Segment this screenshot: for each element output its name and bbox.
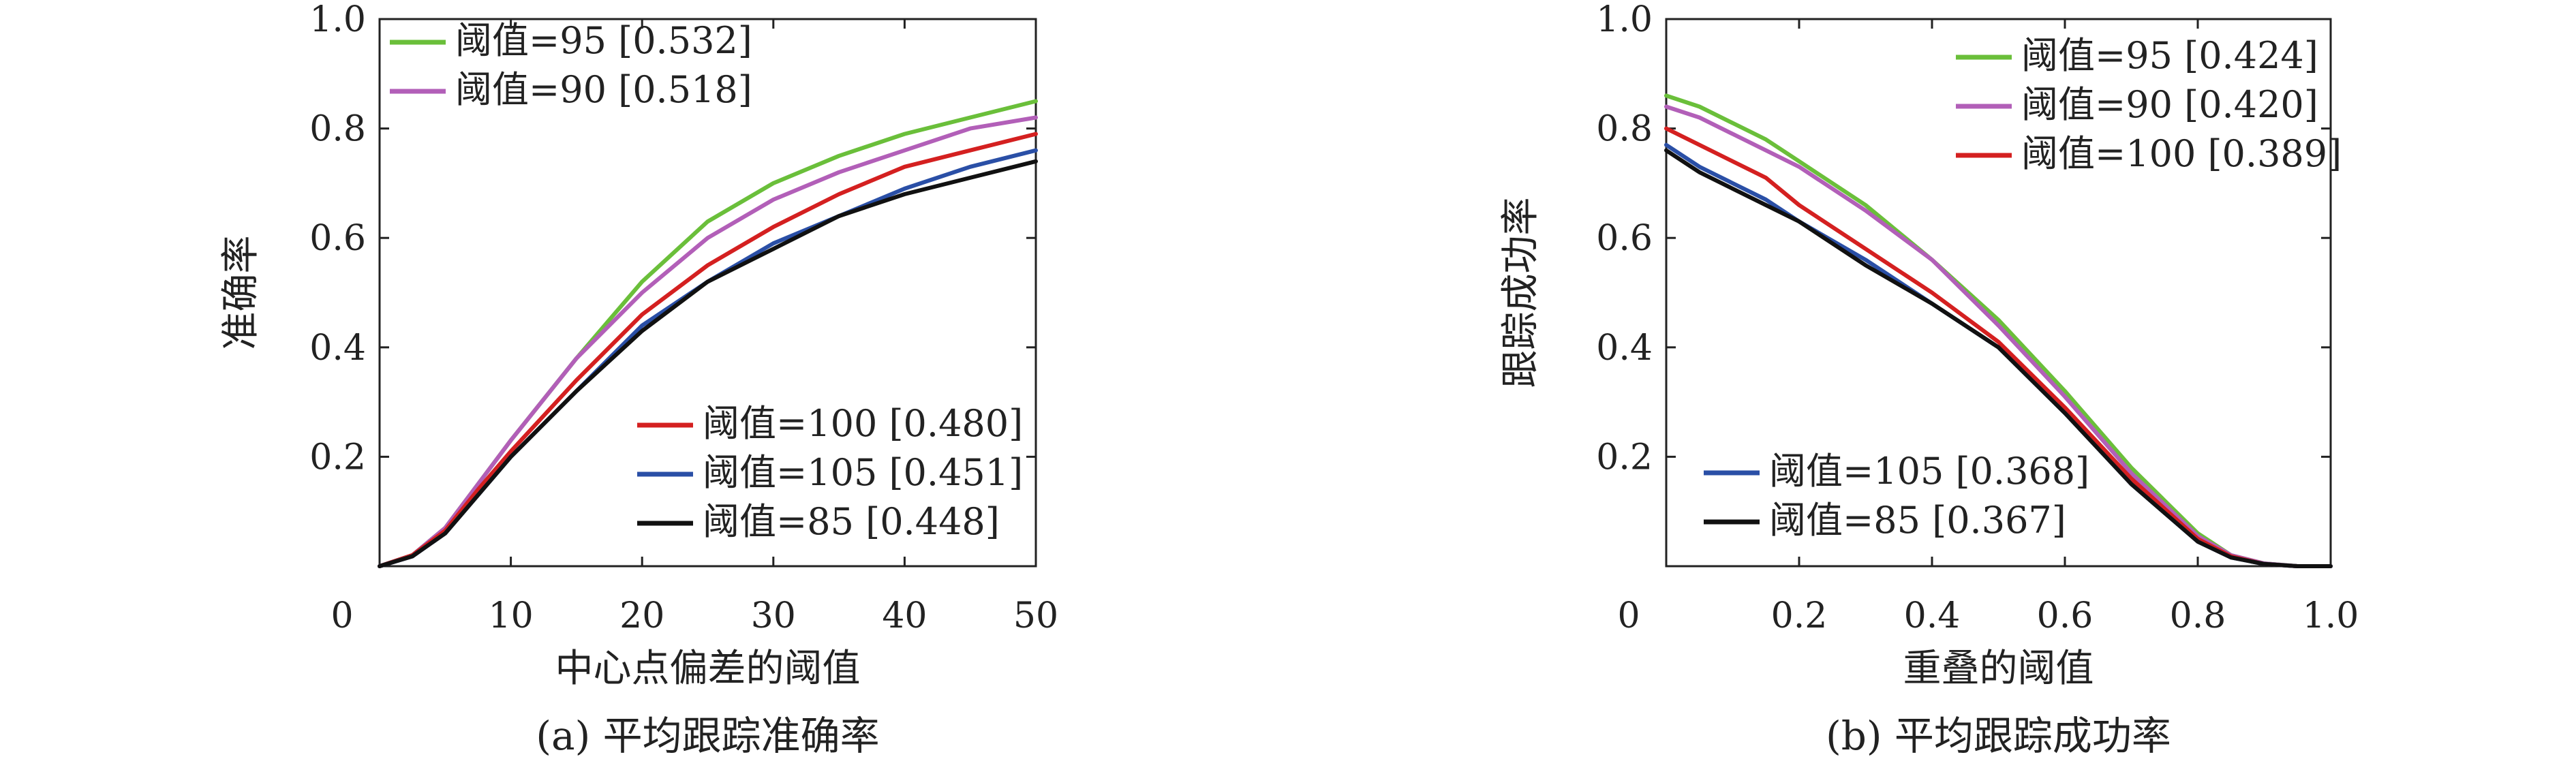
y-tick-label: 0.6 (1596, 218, 1653, 259)
y-tick-label: 0.4 (1596, 328, 1653, 369)
x-tick-label: 0.2 (1771, 595, 1828, 636)
legend-label: 阈值=85 [0.367] (1769, 499, 2066, 542)
y-tick-label: 0.2 (309, 437, 366, 478)
x-tick-label: 0.4 (1904, 595, 1961, 636)
x-tick-label: 0.6 (2037, 595, 2094, 636)
legend-top-left: 阈值=95 [0.532] 阈值=90 [0.518] (390, 19, 752, 111)
legend-label: 阈值=100 [0.480] (703, 402, 1023, 445)
y-tick-label: 1.0 (1596, 0, 1653, 40)
x-tick-label: 1.0 (2303, 595, 2359, 636)
legend-label: 阈值=85 [0.448] (703, 500, 1000, 543)
chart-caption: (a) 平均跟踪准确率 (536, 713, 879, 759)
legend-label: 阈值=95 [0.532] (455, 19, 752, 62)
x-tick-label: 0 (331, 595, 353, 636)
y-tick-label: 0.2 (1596, 437, 1653, 478)
legend-label: 阈值=90 [0.518] (455, 68, 752, 111)
series-line-4 (1664, 148, 2333, 568)
x-tick-label: 0 (1617, 595, 1640, 636)
x-axis-label: 中心点偏差的阈值 (555, 647, 861, 691)
y-tick-label: 0.4 (309, 328, 366, 369)
legend-label: 阈值=105 [0.368] (1769, 450, 2089, 493)
legend-label: 阈值=100 [0.389] (2021, 132, 2342, 175)
legend-bottom-left: 阈值=105 [0.368] 阈值=85 [0.367] (1704, 450, 2089, 542)
x-tick-label: 40 (882, 595, 927, 636)
legend-label: 阈值=90 [0.420] (2021, 83, 2318, 126)
series-line-4 (378, 159, 1038, 568)
plot-frame (1665, 18, 2332, 568)
plot-frame (378, 18, 1037, 568)
x-tick-label: 10 (489, 595, 534, 636)
chart-panel-0: 0 10 20 30 40 50 0.2 0.4 0.6 0.8 1.0 中心点偏差的阈值 准确率 (a)… (219, 0, 1058, 759)
legend-top-right: 阈值=95 [0.424] 阈值=90 [0.420] 阈值=100 [0.389] (1956, 34, 2342, 175)
chart-caption: (b) 平均跟踪成功率 (1826, 713, 2171, 759)
y-tick-label: 1.0 (309, 0, 366, 40)
y-tick-label: 0.8 (309, 109, 366, 150)
y-tick-label: 0.6 (309, 218, 366, 259)
legend-label: 阈值=105 [0.451] (703, 451, 1023, 494)
x-axis-label: 重叠的阈值 (1903, 647, 2094, 691)
y-axis-label: 准确率 (219, 236, 263, 350)
y-tick-label: 0.8 (1596, 109, 1653, 150)
x-tick-label: 0.8 (2170, 595, 2226, 636)
legend-bottom-right: 阈值=100 [0.480] 阈值=105 [0.451] 阈值=85 [0.448… (637, 402, 1023, 543)
y-axis-label: 跟踪成功率 (1499, 198, 1543, 388)
x-tick-label: 20 (619, 595, 664, 636)
legend-label: 阈值=95 [0.424] (2021, 34, 2318, 77)
chart-panel-1: 0 0.2 0.4 0.6 0.8 1.0 0.2 0.4 0.6 0.8 1.0 重叠的阈值 跟踪成功… (1499, 0, 2359, 759)
x-tick-label: 50 (1013, 595, 1058, 636)
x-tick-label: 30 (751, 595, 796, 636)
